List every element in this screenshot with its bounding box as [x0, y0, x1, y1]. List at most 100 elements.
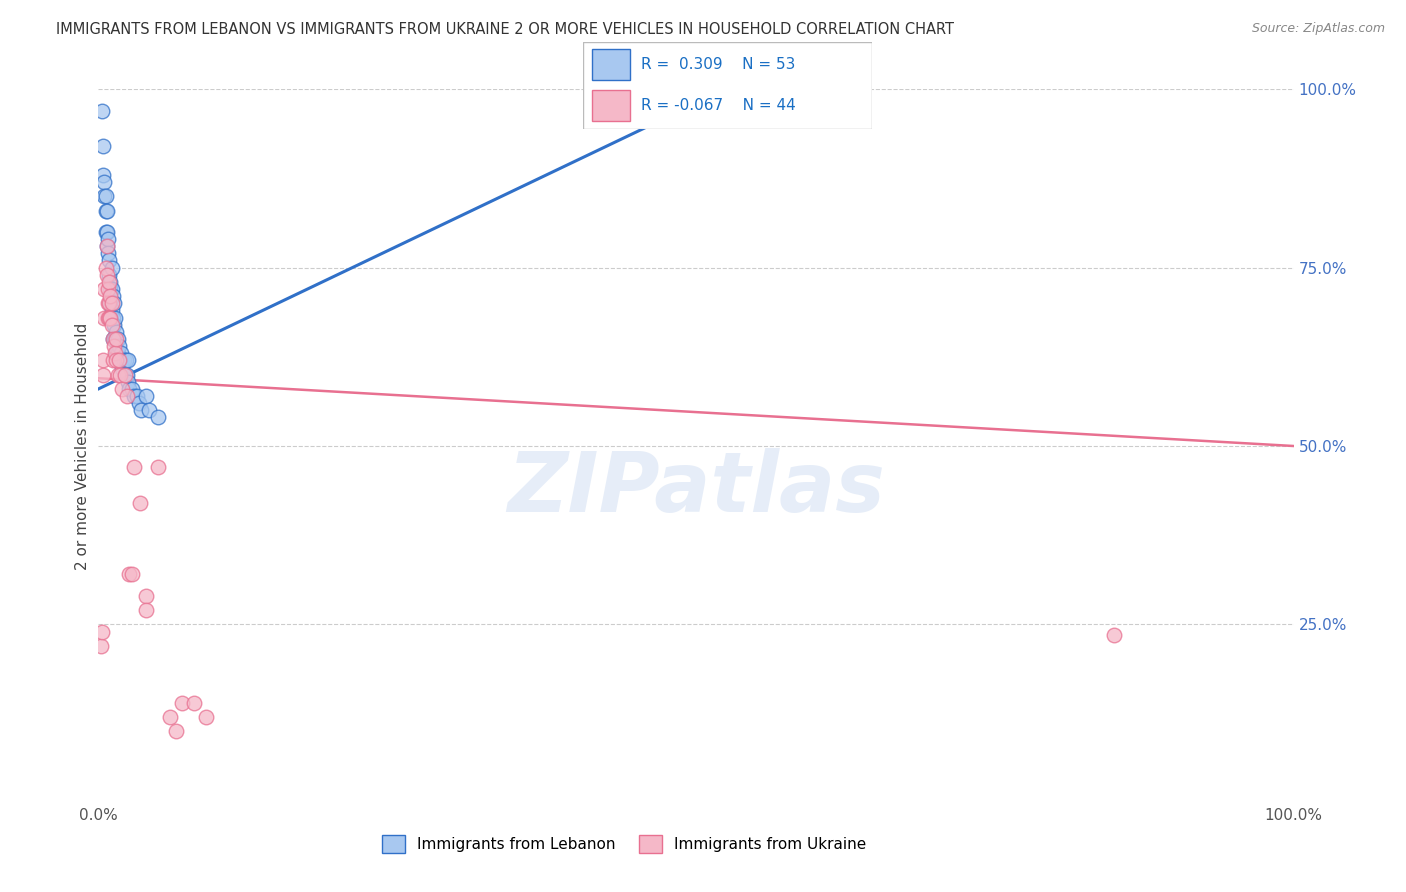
- Text: R =  0.309    N = 53: R = 0.309 N = 53: [641, 57, 796, 71]
- Point: [148, 460, 170, 475]
- Point: [118, 567, 141, 582]
- Point: [114, 368, 136, 382]
- Point: [91, 139, 114, 153]
- Text: R = -0.067    N = 44: R = -0.067 N = 44: [641, 98, 796, 112]
- Point: [183, 696, 205, 710]
- Point: [98, 310, 122, 325]
- Text: Source: ZipAtlas.com: Source: ZipAtlas.com: [1251, 22, 1385, 36]
- Point: [117, 375, 139, 389]
- Point: [124, 389, 146, 403]
- Text: ZIPatlas: ZIPatlas: [508, 449, 884, 529]
- Point: [101, 310, 124, 325]
- Point: [159, 710, 181, 724]
- Point: [165, 724, 187, 739]
- Point: [111, 360, 134, 375]
- FancyBboxPatch shape: [592, 49, 630, 79]
- Point: [97, 246, 120, 260]
- Point: [96, 268, 118, 282]
- Point: [107, 346, 129, 360]
- Point: [98, 296, 121, 310]
- Point: [148, 410, 170, 425]
- Point: [91, 624, 114, 639]
- Point: [98, 289, 122, 303]
- Point: [121, 567, 143, 582]
- Point: [97, 232, 120, 246]
- Point: [93, 282, 115, 296]
- Point: [118, 382, 141, 396]
- Point: [101, 332, 124, 346]
- Point: [121, 382, 143, 396]
- Point: [115, 353, 138, 368]
- Point: [107, 339, 129, 353]
- Point: [172, 696, 194, 710]
- Point: [107, 368, 129, 382]
- Point: [112, 353, 135, 368]
- Point: [94, 260, 117, 275]
- Point: [107, 353, 129, 368]
- Point: [91, 368, 114, 382]
- FancyBboxPatch shape: [592, 90, 630, 120]
- Point: [135, 603, 157, 617]
- Point: [108, 353, 131, 368]
- Point: [97, 296, 120, 310]
- Point: [98, 296, 122, 310]
- Point: [100, 296, 122, 310]
- Point: [105, 346, 128, 360]
- Point: [135, 389, 157, 403]
- Point: [91, 353, 114, 368]
- Point: [98, 268, 121, 282]
- Point: [103, 296, 125, 310]
- Point: [115, 368, 138, 382]
- Point: [195, 710, 218, 724]
- Point: [108, 368, 131, 382]
- Point: [135, 589, 157, 603]
- Point: [100, 318, 122, 332]
- Point: [105, 332, 128, 346]
- Point: [100, 282, 122, 296]
- Point: [125, 389, 148, 403]
- Point: [103, 318, 125, 332]
- Point: [105, 353, 128, 368]
- Point: [1104, 628, 1126, 642]
- Text: IMMIGRANTS FROM LEBANON VS IMMIGRANTS FROM UKRAINE 2 OR MORE VEHICLES IN HOUSEHO: IMMIGRANTS FROM LEBANON VS IMMIGRANTS FR…: [56, 22, 955, 37]
- Point: [98, 310, 122, 325]
- Point: [101, 332, 124, 346]
- Point: [107, 332, 129, 346]
- Point: [96, 203, 118, 218]
- Point: [96, 225, 118, 239]
- Point: [124, 460, 146, 475]
- Point: [90, 639, 112, 653]
- Point: [115, 389, 138, 403]
- Point: [94, 225, 117, 239]
- Point: [104, 310, 127, 325]
- Point: [104, 346, 127, 360]
- Point: [96, 239, 118, 253]
- Point: [94, 203, 117, 218]
- Point: [129, 496, 152, 510]
- FancyBboxPatch shape: [583, 42, 872, 129]
- Point: [98, 282, 122, 296]
- Point: [117, 353, 139, 368]
- Point: [96, 239, 118, 253]
- Legend: Immigrants from Lebanon, Immigrants from Ukraine: Immigrants from Lebanon, Immigrants from…: [377, 829, 872, 859]
- Point: [98, 275, 122, 289]
- Point: [97, 310, 120, 325]
- Point: [110, 346, 132, 360]
- Point: [91, 168, 114, 182]
- Point: [104, 332, 127, 346]
- Point: [103, 339, 125, 353]
- Point: [94, 189, 117, 203]
- Point: [105, 325, 128, 339]
- Point: [138, 403, 160, 417]
- Point: [101, 353, 124, 368]
- Point: [98, 253, 121, 268]
- Point: [98, 310, 121, 325]
- Y-axis label: 2 or more Vehicles in Household: 2 or more Vehicles in Household: [75, 322, 90, 570]
- Point: [93, 189, 115, 203]
- Point: [128, 396, 150, 410]
- Point: [100, 303, 122, 318]
- Point: [111, 382, 134, 396]
- Point: [103, 332, 125, 346]
- Point: [93, 310, 115, 325]
- Point: [91, 103, 114, 118]
